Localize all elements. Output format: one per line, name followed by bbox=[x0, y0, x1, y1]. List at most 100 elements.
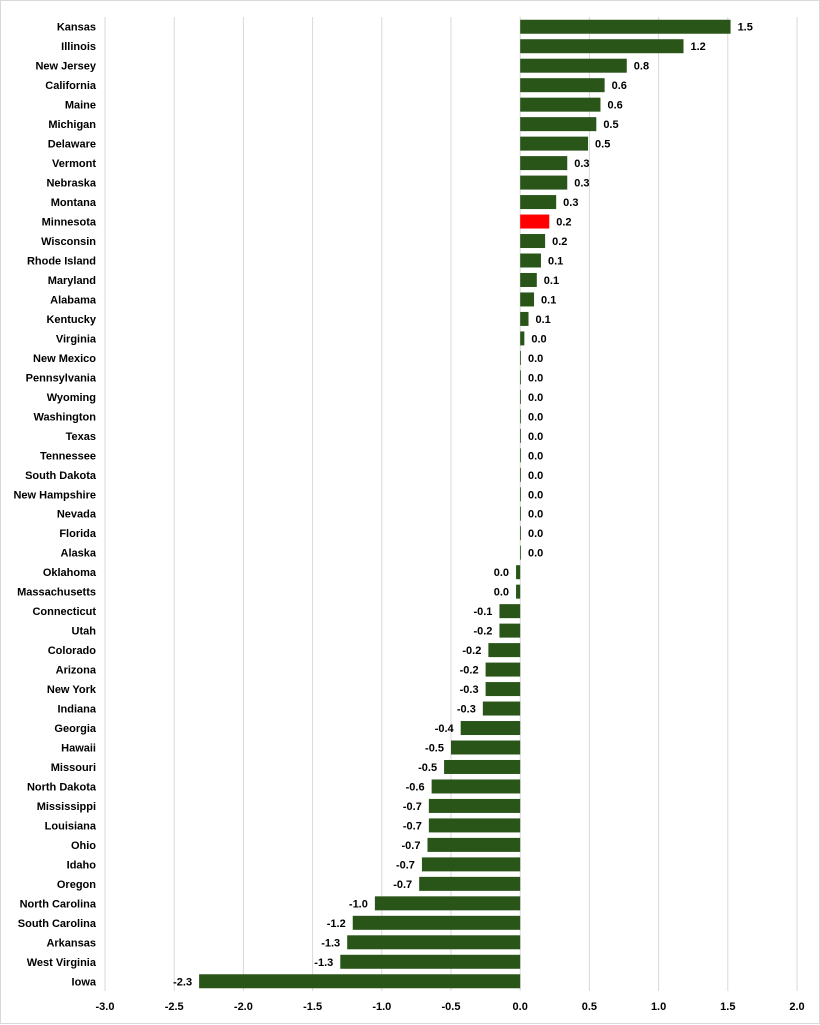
x-tick-label: 0.5 bbox=[582, 1001, 597, 1013]
category-label: Florida bbox=[59, 528, 97, 540]
bar-ohio bbox=[427, 837, 521, 852]
category-label: Colorado bbox=[48, 645, 97, 657]
bar-new-hampshire bbox=[520, 487, 521, 502]
data-label: -0.5 bbox=[425, 743, 444, 755]
bar-arkansas bbox=[347, 935, 521, 950]
data-label: 0.5 bbox=[603, 119, 618, 131]
category-label: Arkansas bbox=[46, 937, 96, 949]
bar-connecticut bbox=[499, 604, 521, 619]
bar-kansas bbox=[520, 19, 731, 34]
data-label: -0.3 bbox=[457, 704, 476, 716]
category-label: South Carolina bbox=[18, 918, 97, 930]
bar-idaho bbox=[421, 857, 521, 872]
data-label: -0.7 bbox=[402, 840, 421, 852]
data-label: 0.0 bbox=[528, 528, 543, 540]
data-label: -0.7 bbox=[403, 820, 422, 832]
data-label: -0.1 bbox=[473, 606, 492, 618]
bar-vermont bbox=[520, 156, 568, 171]
bar-alaska bbox=[520, 545, 521, 560]
data-label: 0.0 bbox=[494, 587, 509, 599]
data-label: -0.2 bbox=[473, 626, 492, 638]
data-label: 0.0 bbox=[528, 450, 543, 462]
bar-hawaii bbox=[451, 740, 521, 755]
category-label: Louisiana bbox=[45, 820, 97, 832]
bar-maine bbox=[520, 97, 601, 112]
category-label: Virginia bbox=[56, 333, 97, 345]
category-label: Connecticut bbox=[32, 606, 96, 618]
data-label: 0.0 bbox=[528, 548, 543, 560]
data-label: 0.0 bbox=[528, 489, 543, 501]
data-label: 0.0 bbox=[528, 353, 543, 365]
bar-illinois bbox=[520, 39, 684, 54]
bar-pennsylvania bbox=[520, 370, 521, 385]
category-label: Minnesota bbox=[42, 217, 97, 229]
bar-washington bbox=[520, 409, 521, 424]
bar-kentucky bbox=[520, 311, 529, 326]
data-label: 1.5 bbox=[738, 22, 753, 34]
bar-minnesota bbox=[520, 214, 550, 229]
category-label: Maryland bbox=[48, 275, 96, 287]
bar-tennessee bbox=[520, 448, 521, 463]
data-label: 0.0 bbox=[528, 392, 543, 404]
data-label: 0.3 bbox=[574, 178, 589, 190]
x-tick-label: 0.0 bbox=[513, 1001, 528, 1013]
category-label: Wisconsin bbox=[41, 236, 96, 248]
category-label: Montana bbox=[51, 197, 97, 209]
data-label: -0.5 bbox=[418, 762, 437, 774]
bar-wyoming bbox=[520, 389, 521, 404]
category-label: West Virginia bbox=[27, 957, 97, 969]
data-label: 0.2 bbox=[556, 217, 571, 229]
category-label: Wyoming bbox=[47, 392, 96, 404]
bar-nevada bbox=[520, 506, 521, 521]
category-label: Missouri bbox=[51, 762, 96, 774]
bar-north-carolina bbox=[374, 896, 521, 911]
data-label: 0.2 bbox=[552, 236, 567, 248]
bar-massachusetts bbox=[516, 584, 521, 599]
bar-mississippi bbox=[428, 798, 521, 813]
bar-montana bbox=[520, 195, 557, 210]
data-label: -1.3 bbox=[321, 937, 340, 949]
data-label: 0.3 bbox=[574, 158, 589, 170]
data-label: -0.7 bbox=[393, 879, 412, 891]
bar-texas bbox=[520, 428, 521, 443]
category-label: Texas bbox=[66, 431, 96, 443]
x-tick-label: -1.0 bbox=[372, 1001, 391, 1013]
data-label: 1.2 bbox=[691, 41, 706, 53]
x-tick-label: -1.5 bbox=[303, 1001, 322, 1013]
data-label: -0.3 bbox=[460, 684, 479, 696]
category-label: Vermont bbox=[52, 158, 96, 170]
data-label: 0.0 bbox=[528, 509, 543, 521]
x-tick-label: -3.0 bbox=[96, 1001, 115, 1013]
category-label: Utah bbox=[72, 626, 97, 638]
data-label: 0.1 bbox=[548, 256, 563, 268]
category-label: Tennessee bbox=[40, 450, 96, 462]
category-label: Michigan bbox=[48, 119, 96, 131]
x-tick-label: -2.5 bbox=[165, 1001, 184, 1013]
data-label: 0.1 bbox=[544, 275, 559, 287]
bar-new-york bbox=[485, 682, 521, 697]
bar-new-jersey bbox=[520, 58, 627, 73]
bar-utah bbox=[499, 623, 521, 638]
category-label: Indiana bbox=[57, 704, 96, 716]
category-label: Ohio bbox=[71, 840, 96, 852]
category-label: Delaware bbox=[48, 139, 96, 151]
x-tick-label: -0.5 bbox=[442, 1001, 461, 1013]
bar-alabama bbox=[520, 292, 535, 307]
bar-california bbox=[520, 78, 605, 93]
bar-colorado bbox=[488, 643, 521, 658]
x-tick-label: -2.0 bbox=[234, 1001, 253, 1013]
category-label: Nevada bbox=[57, 509, 97, 521]
data-label: -1.0 bbox=[349, 898, 368, 910]
category-label: Rhode Island bbox=[27, 256, 96, 268]
data-label: 0.1 bbox=[536, 314, 551, 326]
category-label: Illinois bbox=[61, 41, 96, 53]
category-label: New Hampshire bbox=[13, 489, 96, 501]
category-label: Alaska bbox=[61, 548, 97, 560]
data-label: -0.6 bbox=[406, 781, 425, 793]
category-label: Arizona bbox=[56, 665, 97, 677]
category-label: Hawaii bbox=[61, 743, 96, 755]
category-label: Washington bbox=[33, 411, 96, 423]
bar-oklahoma bbox=[516, 565, 521, 580]
